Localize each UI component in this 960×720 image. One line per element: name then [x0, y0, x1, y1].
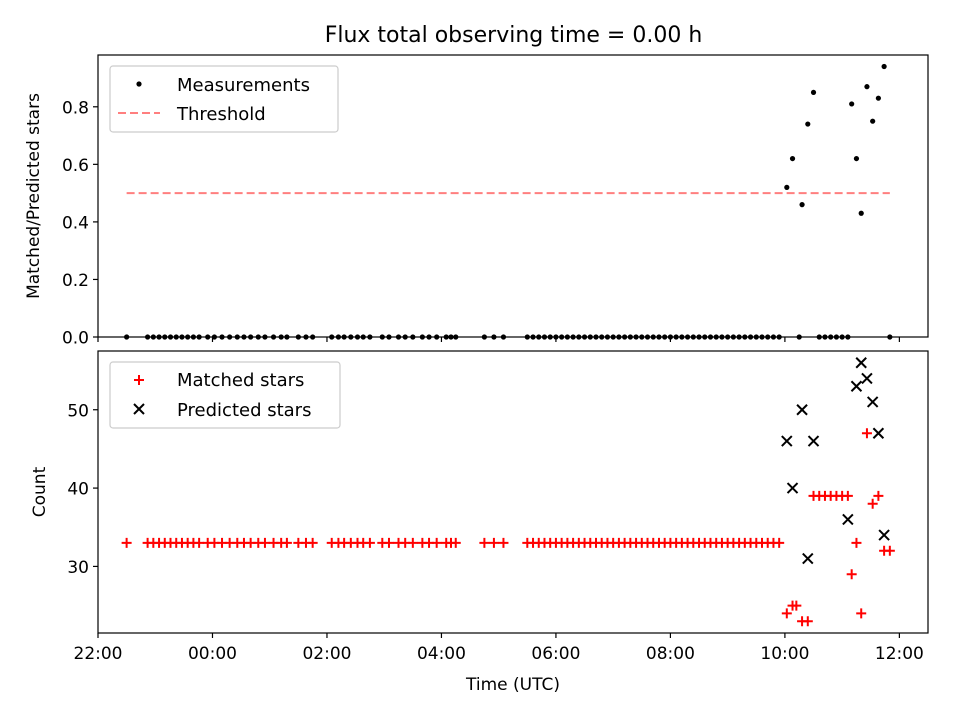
figure-title: Flux total observing time = 0.00 h	[325, 23, 703, 48]
matched-star-point	[281, 537, 292, 548]
matched-star-point	[364, 537, 375, 548]
bottom-legend: Matched stars Predicted stars	[109, 361, 341, 429]
predicted-star-point	[842, 513, 854, 526]
measurement-point	[853, 155, 860, 162]
predicted-star-point	[866, 396, 879, 408]
top-panel: Matched/Predicted stars 0.00.20.40.60.8 …	[24, 54, 929, 349]
bottom-plot-area	[121, 357, 895, 627]
matched-star-point	[431, 537, 442, 548]
legend-predicted-stars-label: Predicted stars	[177, 400, 311, 421]
bottom-y-axis-label: Count	[30, 466, 50, 517]
matched-star-point	[498, 537, 509, 548]
matched-star-point	[867, 498, 878, 509]
x-axis-label: Time (UTC)	[465, 675, 560, 695]
measurement-point	[784, 184, 790, 190]
bottom-x-ticks: 22:00 00:00 02:00 04:00 06:00 08:00 10:00 12:00	[74, 633, 924, 664]
measurement-point	[875, 95, 881, 101]
matched-star-point	[774, 537, 785, 548]
bottom-legend-box	[109, 361, 341, 429]
y-tick-label: 0.6	[62, 156, 89, 176]
predicted-star-point	[878, 529, 890, 541]
legend-matched-stars-marker	[134, 375, 144, 385]
matched-star-point	[781, 608, 792, 619]
y-tick-label: 0.4	[62, 213, 89, 233]
legend-measurements-label: Measurements	[177, 75, 310, 96]
bottom-axes-frame	[97, 350, 929, 634]
predicted-star-point	[802, 552, 814, 565]
matched-star-point	[479, 537, 490, 548]
predicted-star-point	[781, 435, 793, 447]
y-tick-label: 0.8	[62, 98, 89, 118]
top-legend-box	[109, 65, 339, 133]
predicted-star-point	[807, 435, 820, 447]
top-y-axis-label: Matched/Predicted stars	[24, 93, 44, 299]
legend-predicted-stars-marker	[133, 403, 145, 415]
legend-threshold-label: Threshold	[176, 104, 266, 125]
top-axes-frame	[97, 54, 929, 338]
matched-star-point	[846, 569, 857, 580]
measurement-point	[849, 101, 855, 107]
matched-star-point	[791, 600, 802, 611]
matched-star-point	[802, 616, 813, 627]
measurement-point	[881, 63, 887, 70]
x-tick-label: 04:00	[417, 644, 466, 664]
measurement-point	[858, 210, 864, 216]
measurement-point	[789, 155, 796, 162]
matched-star-point	[194, 537, 205, 548]
matched-star-point	[851, 537, 862, 548]
matched-star-point	[121, 537, 132, 548]
top-y-ticks: 0.0 0.2 0.4 0.6 0.8	[62, 98, 98, 349]
matched-star-point	[856, 608, 867, 619]
matched-star-point	[488, 537, 499, 548]
legend-matched-stars-label: Matched stars	[177, 370, 304, 391]
y-tick-label: 0.2	[62, 271, 89, 291]
x-tick-label: 22:00	[74, 644, 123, 664]
predicted-star-point	[855, 357, 867, 369]
bottom-panel: Count Time (UTC) 30 40 50 22:00 00:00 02:00 0…	[30, 350, 929, 695]
top-legend: Measurements Threshold	[109, 65, 339, 133]
x-tick-label: 00:00	[188, 644, 237, 664]
matched-star-point	[383, 537, 394, 548]
matched-star-point	[861, 428, 872, 439]
matched-star-point	[450, 537, 461, 548]
predicted-star-point	[796, 404, 808, 416]
measurement-point	[810, 89, 817, 96]
measurement-point	[870, 118, 876, 124]
predicted-star-point	[861, 372, 873, 385]
matched-star-point	[842, 490, 853, 501]
matched-star-point	[884, 545, 895, 556]
matched-star-point	[307, 537, 318, 548]
matched-star-point	[407, 537, 418, 548]
matched-star-point	[873, 490, 884, 501]
measurement-point	[805, 121, 811, 127]
predicted-star-point	[872, 427, 885, 439]
x-tick-label: 08:00	[646, 644, 695, 664]
x-tick-label: 02:00	[302, 644, 351, 664]
measurement-point	[864, 84, 870, 90]
y-tick-label: 0.0	[62, 329, 89, 349]
predicted-star-point	[786, 482, 799, 494]
bottom-y-ticks: 30 40 50	[67, 401, 98, 578]
x-tick-label: 10:00	[760, 644, 809, 664]
predicted-star-point	[850, 380, 863, 392]
y-tick-label: 30	[67, 558, 89, 578]
matched-star-point	[259, 537, 270, 548]
measurement-point	[799, 202, 805, 208]
y-tick-label: 50	[67, 401, 89, 421]
x-tick-label: 12:00	[875, 644, 924, 664]
x-tick-label: 06:00	[531, 644, 580, 664]
y-tick-label: 40	[67, 480, 89, 500]
legend-measurements-marker	[136, 81, 142, 87]
